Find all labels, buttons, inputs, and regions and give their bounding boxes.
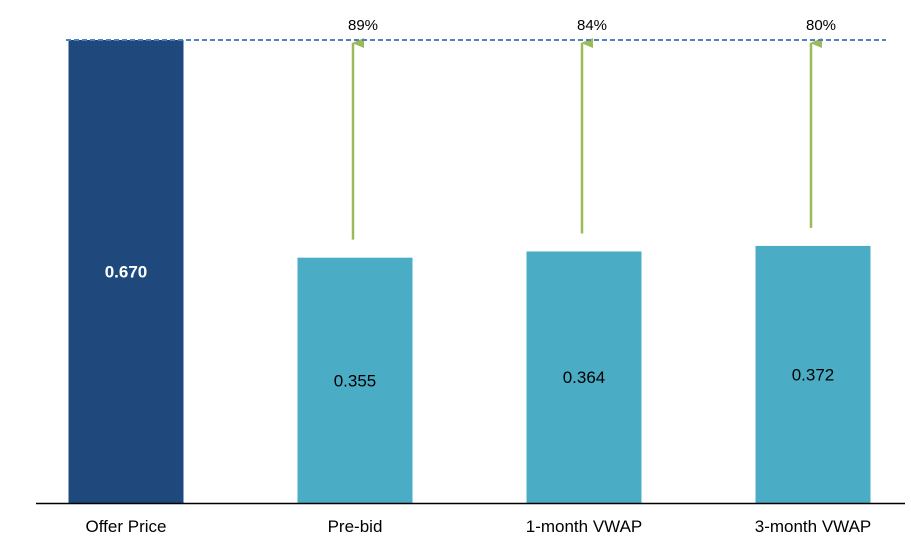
category-label-1-month-vwap: 1-month VWAP bbox=[526, 517, 643, 536]
data-label-pre-bid: 0.355 bbox=[334, 371, 377, 390]
bar-pre-bid bbox=[297, 257, 413, 503]
data-label-offer-price: 0.670 bbox=[105, 263, 148, 282]
data-label-1-month-vwap: 0.364 bbox=[563, 368, 606, 387]
premium-label-3-month-vwap: 80% bbox=[806, 17, 836, 34]
bar-1-month-vwap bbox=[526, 251, 642, 503]
premium-label-1-month-vwap: 84% bbox=[577, 17, 607, 34]
category-label-3-month-vwap: 3-month VWAP bbox=[755, 517, 872, 536]
category-label-pre-bid: Pre-bid bbox=[328, 517, 383, 536]
category-label-offer-price: Offer Price bbox=[86, 517, 167, 536]
data-label-3-month-vwap: 0.372 bbox=[792, 365, 835, 384]
bar-offer-price bbox=[68, 40, 184, 503]
bar-3-month-vwap bbox=[755, 245, 871, 504]
premium-arrows-layer bbox=[351, 38, 822, 240]
premium-label-pre-bid: 89% bbox=[348, 17, 378, 34]
bars-layer bbox=[68, 40, 871, 504]
labels-layer: 0.670 Offer Price 0.355 Pre-bid 89% 0.364 1-mo… bbox=[86, 17, 872, 536]
